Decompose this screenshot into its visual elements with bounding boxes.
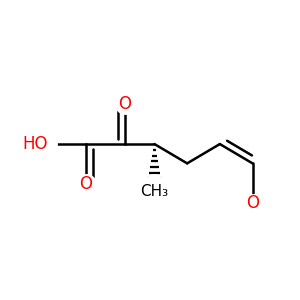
- Text: O: O: [80, 175, 93, 193]
- Text: O: O: [118, 95, 131, 113]
- Text: O: O: [246, 194, 259, 212]
- Text: CH₃: CH₃: [140, 184, 169, 199]
- Text: HO: HO: [22, 135, 47, 153]
